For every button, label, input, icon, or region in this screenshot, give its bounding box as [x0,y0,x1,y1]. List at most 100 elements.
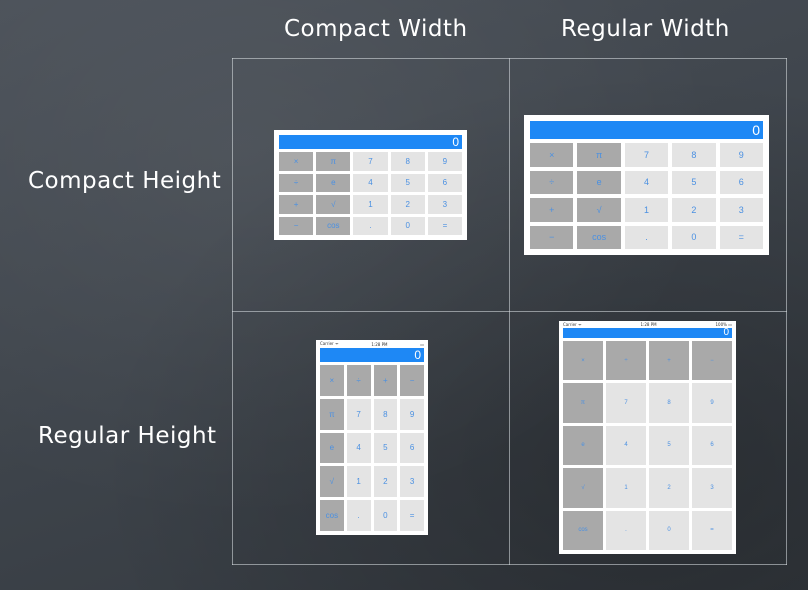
key-button: ÷ [606,341,646,381]
key-button: 8 [373,398,398,430]
key-button: e [563,425,603,466]
key-button: 3 [400,466,424,498]
column-label-compact-width: Compact Width [284,16,468,42]
key-button: 7 [624,143,669,167]
key-button: π [316,152,351,171]
column-label-regular-width: Regular Width [561,16,730,42]
status-center: 1:28 PM [371,341,388,347]
key-button: . [606,510,646,550]
key-button: = [400,500,424,531]
key-button: 1 [353,195,388,214]
key-button: = [427,216,462,235]
key-button: √ [577,198,621,222]
key-button: . [346,500,371,531]
calculator-regular-width-regular-height: Carrier ᯤ 1:28 PM 100% ▭ 0 × ÷ + − π 7 8 9 e 4 5 6 √ 1 2 3 c… [559,321,736,554]
key-button: − [279,216,314,235]
key-button: 7 [353,152,388,171]
key-button: 8 [649,383,689,423]
key-button: 2 [649,468,689,508]
row-label-regular-height: Regular Height [38,423,217,449]
calculator-keypad: × ÷ + − π 7 8 9 e 4 5 6 √ 1 2 3 cos. 0 = [320,365,424,531]
key-button: 3 [427,195,462,214]
key-button: 4 [606,425,646,466]
key-button: 5 [649,425,689,466]
key-button: √ [316,195,351,214]
status-right: ▭ [420,341,424,347]
key-button: = [719,225,763,249]
key-button: 5 [390,173,425,192]
key-button: 9 [719,143,763,167]
key-button: 1 [606,468,646,508]
key-button: 6 [427,173,462,192]
key-button: 2 [672,198,716,222]
key-button: + [373,365,398,396]
key-button: 6 [719,170,763,194]
calculator-keypad: × π 7 8 9 ÷ e 4 5 6 + √ 1 2 3 − cos. 0 = [530,143,763,249]
key-button: + [279,195,314,214]
key-button: 0 [649,510,689,550]
key-button: − [530,225,574,249]
key-button: − [400,365,424,396]
key-button: π [577,143,621,167]
key-button: 3 [719,198,763,222]
calculator-keypad: × π 7 8 9 ÷ e 4 5 6 + √ 1 2 3 − cos. 0 = [279,152,462,235]
status-left: Carrier ᯤ [563,321,582,327]
key-button: cos [563,510,603,550]
status-bar: Carrier ᯤ 1:28 PM 100% ▭ [559,321,736,328]
calculator-display: 0 [563,328,732,338]
key-button: 0 [390,216,425,235]
key-button: − [692,341,732,381]
calculator-compact-width-compact-height: 0 × π 7 8 9 ÷ e 4 5 6 + √ 1 2 3− cos. 0 = [274,130,467,240]
key-button: ÷ [279,173,314,192]
status-bar: Carrier ᯤ 1:28 PM ▭ [316,341,428,347]
key-button: cos [577,225,621,249]
key-button: 3 [692,468,732,508]
key-button: √ [563,468,603,508]
key-button: π [563,383,603,423]
key-button: × [279,152,314,171]
key-button: e [320,432,344,464]
key-button: × [563,341,603,381]
key-button: e [577,170,621,194]
key-button: 0 [373,500,398,531]
key-button: 8 [672,143,716,167]
calculator-compact-width-regular-height: Carrier ᯤ 1:28 PM ▭ 0 × ÷ + − π 7 8 9 e 4 5 6 √ 1 2 3 cos. 0 = [316,340,428,535]
key-button: 4 [346,432,371,464]
key-button: ÷ [530,170,574,194]
key-button: 0 [672,225,716,249]
key-button: 5 [672,170,716,194]
grid-line-center [509,58,510,565]
key-button: . [624,225,669,249]
key-button: 7 [346,398,371,430]
grid-line-left [232,58,233,565]
key-button: 2 [390,195,425,214]
key-button: e [316,173,351,192]
key-button: cos [320,500,344,531]
key-button: 4 [624,170,669,194]
key-button: ÷ [346,365,371,396]
key-button: = [692,510,732,550]
key-button: 7 [606,383,646,423]
key-button: 1 [624,198,669,222]
key-button: 9 [427,152,462,171]
row-label-compact-height: Compact Height [28,168,222,194]
key-button: × [530,143,574,167]
key-button: 9 [400,398,424,430]
key-button: 5 [373,432,398,464]
grid-line-right [786,58,787,565]
calculator-keypad: × ÷ + − π 7 8 9 e 4 5 6 √ 1 2 3 cos. 0 = [563,341,732,550]
key-button: + [649,341,689,381]
calculator-display: 0 [279,135,462,149]
key-button: . [353,216,388,235]
key-button: π [320,398,344,430]
key-button: 2 [373,466,398,498]
key-button: 4 [353,173,388,192]
key-button: 8 [390,152,425,171]
key-button: 6 [692,425,732,466]
key-button: 6 [400,432,424,464]
key-button: √ [320,466,344,498]
key-button: × [320,365,344,396]
key-button: cos [316,216,351,235]
status-left: Carrier ᯤ [320,341,339,346]
calculator-display: 0 [320,348,424,362]
